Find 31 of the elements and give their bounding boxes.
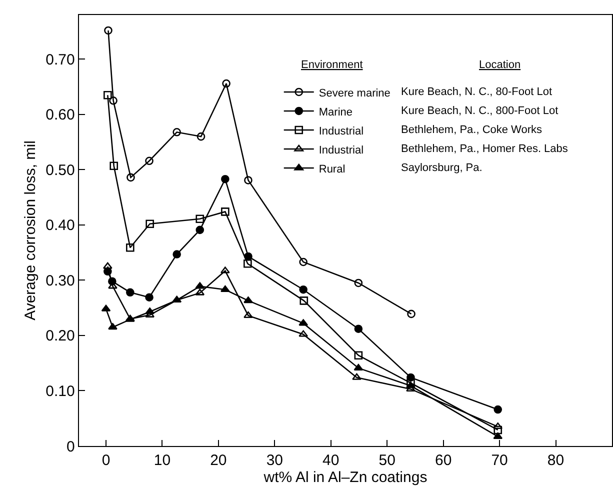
annotation: Saylorsburg, Pa. xyxy=(401,162,482,174)
y-tick-label: 0 xyxy=(66,438,75,456)
x-axis-title: wt% Al in Al–Zn coatings xyxy=(262,469,428,486)
annotation: Kure Beach, N. C., 80-Foot Lot xyxy=(401,86,552,98)
legend-label: Severe marine xyxy=(318,87,390,100)
x-tick-label: 10 xyxy=(154,452,171,470)
annotation: Bethlehem, Pa., Homer Res. Labs xyxy=(401,143,568,155)
x-tick-label: 50 xyxy=(378,452,396,470)
annotation: Environment xyxy=(301,59,363,71)
y-tick-label: 0.30 xyxy=(46,272,75,290)
y-tick-label: 0.60 xyxy=(46,106,75,124)
y-tick-label: 0.40 xyxy=(46,217,75,234)
x-tick-label: 40 xyxy=(322,452,340,470)
y-tick-label: 0.10 xyxy=(46,382,75,400)
legend-label: Marine xyxy=(318,106,352,118)
y-tick-label: 0.20 xyxy=(46,328,75,345)
x-tick-label: 70 xyxy=(491,452,508,470)
legend-label: Industrial xyxy=(318,144,364,156)
y-axis-title: Average corrosion loss, mil xyxy=(22,140,39,320)
x-tick-label: 20 xyxy=(210,452,227,470)
annotation: Bethlehem, Pa., Coke Works xyxy=(401,124,543,136)
x-tick-label: 30 xyxy=(266,452,284,470)
x-tick-label: 0 xyxy=(102,452,110,470)
legend-label: Industrial xyxy=(318,125,364,138)
y-tick-label: 0.70 xyxy=(46,51,75,68)
annotation: Kure Beach, N. C., 800-Foot Lot xyxy=(401,105,558,117)
y-tick-label: 0.50 xyxy=(46,162,75,179)
annotation: Location xyxy=(479,59,521,71)
legend-label: Rural xyxy=(318,163,346,176)
x-tick-label: 60 xyxy=(434,452,452,470)
x-tick-label: 80 xyxy=(547,452,564,470)
